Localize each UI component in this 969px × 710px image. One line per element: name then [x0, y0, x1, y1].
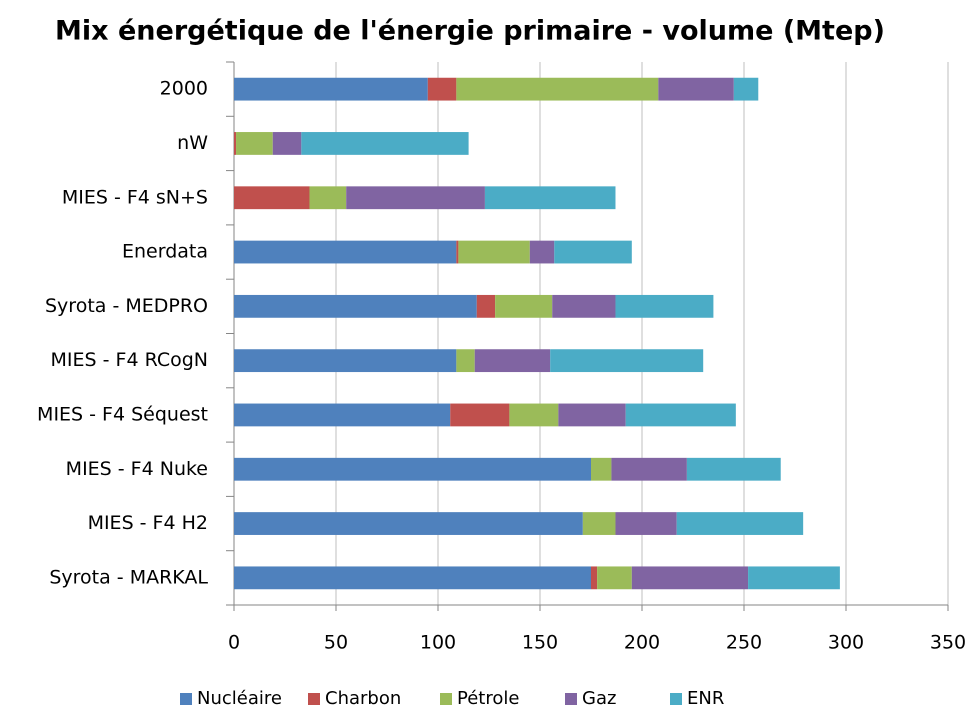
legend-swatch — [180, 693, 192, 705]
bar-segment — [456, 77, 659, 101]
bar-segment — [234, 132, 237, 155]
bar-segment — [476, 294, 496, 318]
bar-segment — [658, 77, 734, 101]
bar-segment — [529, 240, 555, 264]
y-tick-label: Enerdata — [122, 241, 208, 263]
bar-segment — [456, 349, 475, 373]
x-tick-label: 250 — [726, 632, 762, 654]
x-tick-label: 100 — [420, 632, 456, 654]
legend-label: Nucléaire — [197, 688, 282, 709]
bar-segment — [234, 512, 583, 535]
bar-segment — [686, 457, 781, 481]
bar-segment — [474, 349, 551, 373]
bar-segment — [456, 240, 459, 264]
bar-segment — [748, 566, 840, 590]
bar-segment — [450, 403, 510, 427]
y-tick-label: MIES - F4 H2 — [88, 512, 208, 534]
bar-segment — [309, 186, 347, 210]
bar-segment — [234, 349, 457, 373]
bar-segment — [509, 403, 559, 427]
legend-label: ENR — [687, 688, 724, 709]
legend-label: Gaz — [582, 688, 616, 709]
bar-segment — [234, 186, 310, 210]
y-tick-label: MIES - F4 RCogN — [51, 349, 208, 371]
legend-swatch — [308, 693, 320, 705]
x-tick-label: 150 — [522, 632, 558, 654]
legend-label: Charbon — [325, 688, 401, 709]
bar-segment — [484, 186, 616, 210]
x-tick-label: 50 — [324, 632, 348, 654]
bar-segment — [346, 186, 485, 210]
y-tick-label: nW — [177, 132, 208, 154]
bar-segment — [554, 240, 632, 264]
x-tick-label: 200 — [624, 632, 660, 654]
y-tick-label: MIES - F4 Nuke — [66, 458, 208, 480]
legend-swatch — [440, 693, 452, 705]
bar-segment — [550, 349, 704, 373]
bar-segment — [234, 457, 591, 481]
bar-segment — [582, 512, 616, 535]
bar-segment — [236, 132, 273, 155]
bar-segment — [495, 294, 553, 318]
y-tick-label: Syrota - MEDPRO — [45, 295, 208, 317]
chart-title: Mix énergétique de l'énergie primaire - … — [55, 16, 885, 47]
bar-segment — [625, 403, 736, 427]
y-tick-label: Syrota - MARKAL — [49, 566, 208, 588]
bar-segment — [301, 132, 469, 155]
bar-segment — [272, 132, 302, 155]
bar-segment — [234, 77, 428, 101]
bar-segment — [591, 566, 598, 590]
bar-segment — [552, 294, 616, 318]
bar-segment — [631, 566, 749, 590]
x-tick-label: 0 — [228, 632, 240, 654]
y-tick-label: MIES - F4 sN+S — [62, 186, 208, 208]
bar-segment — [234, 240, 457, 264]
legend-swatch — [565, 693, 577, 705]
x-tick-label: 350 — [930, 632, 966, 654]
bar-segment — [234, 566, 591, 590]
x-tick-label: 300 — [828, 632, 864, 654]
bar-segment — [234, 294, 477, 318]
legend-label: Pétrole — [457, 688, 519, 709]
bar-segment — [615, 512, 677, 535]
bar-segment — [558, 403, 626, 427]
bar-segment — [733, 77, 759, 101]
bar-segment — [676, 512, 804, 535]
bar-segment — [591, 457, 612, 481]
legend-swatch — [670, 693, 682, 705]
y-tick-label: MIES - F4 Séquest — [37, 403, 208, 425]
bar-segment — [234, 403, 451, 427]
bar-segment — [427, 77, 457, 101]
bar-segment — [615, 294, 714, 318]
bar-segment — [458, 240, 530, 264]
bar-segment — [597, 566, 632, 590]
y-tick-label: 2000 — [160, 78, 208, 100]
bar-segment — [611, 457, 687, 481]
